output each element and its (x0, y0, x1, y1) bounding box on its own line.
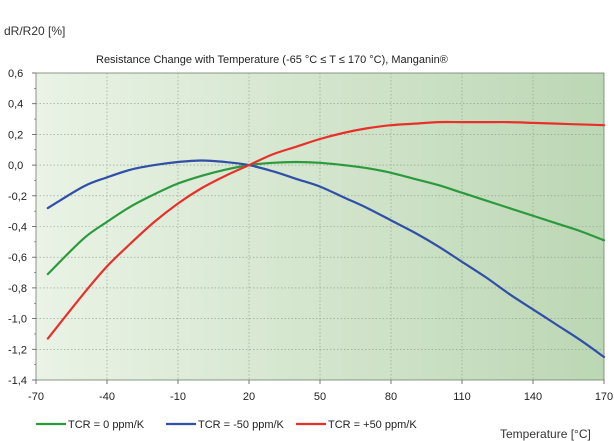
y-tick-label: -0,4 (8, 222, 27, 234)
series-line-2 (46, 120, 606, 340)
y-tick-label: -0,6 (8, 252, 27, 264)
y-tick-label: -1,4 (8, 375, 27, 387)
x-tick-label: 80 (385, 391, 397, 403)
chart-title: Resistance Change with Temperature (-65 … (96, 54, 448, 66)
legend-label-1: TCR = -50 ppm/K (198, 419, 285, 431)
y-axis-label: dR/R20 [%] (4, 24, 65, 38)
y-tick-label: 0,2 (8, 129, 23, 141)
grid-lines (36, 73, 604, 380)
x-tick-label: 110 (453, 391, 471, 403)
legend-label-2: TCR = +50 ppm/K (328, 419, 417, 431)
legend: TCR = 0 ppm/K TCR = -50 ppm/K TCR = +50 pp… (36, 419, 417, 431)
series-lines (46, 120, 606, 359)
x-tick-label: 140 (524, 391, 542, 403)
series-line-1 (46, 159, 606, 359)
x-tick-label: -40 (99, 391, 115, 403)
y-tick-label: -0,2 (8, 191, 27, 203)
x-tick-label: -10 (170, 391, 186, 403)
x-tick-label: 50 (314, 391, 326, 403)
x-tick-label: 20 (243, 391, 255, 403)
series-line-0 (46, 160, 606, 276)
axis-ticks: -70 -40 -10 20 50 80 110 140 170 0,6 0,4 0,2 0,0 -0,2… (8, 68, 613, 403)
y-tick-label: -1,2 (8, 344, 27, 356)
y-tick-label: -0,8 (8, 283, 27, 295)
y-tick-label: 0,0 (8, 160, 23, 172)
x-axis-label: Temperature [°C] (500, 427, 591, 441)
y-tick-label: 0,4 (8, 99, 23, 111)
x-tick-label: 170 (595, 391, 613, 403)
y-tick-label: -1,0 (8, 314, 27, 326)
x-tick-label: -70 (28, 391, 44, 403)
legend-label-0: TCR = 0 ppm/K (68, 419, 145, 431)
y-tick-label: 0,6 (8, 68, 23, 80)
